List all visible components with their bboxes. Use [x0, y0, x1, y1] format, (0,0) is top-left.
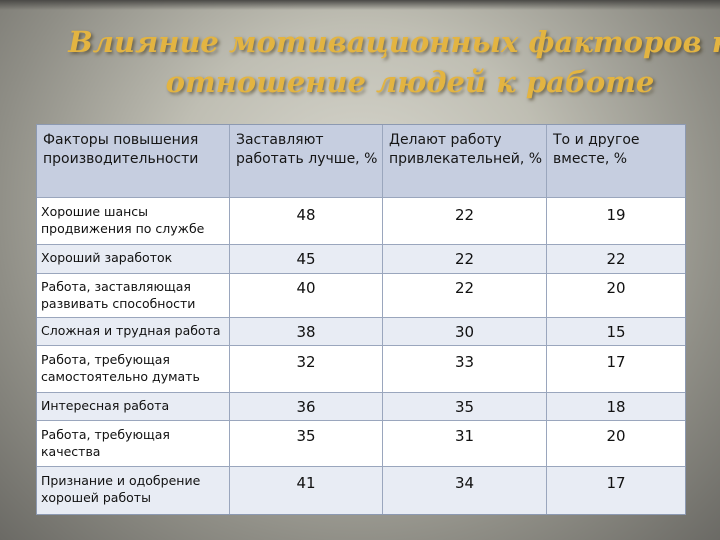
- value-cell-work-better: 45: [230, 245, 383, 274]
- value-cell-more-attractive: 22: [383, 274, 547, 318]
- value-cell-work-better: 48: [230, 198, 383, 245]
- value-cell-more-attractive: 30: [383, 318, 547, 346]
- value-cell-both: 20: [547, 421, 685, 467]
- factor-cell: Работа, требующая самостоятельно думать: [37, 346, 230, 393]
- factor-cell: Работа, заставляющая развивать способнос…: [37, 274, 230, 318]
- value-cell-both: 22: [547, 245, 685, 274]
- header-factors: Факторы повышения производительности: [37, 125, 230, 198]
- table-row: Хорошие шансы продвижения по службе 48 2…: [37, 198, 685, 245]
- value-cell-both: 20: [547, 274, 685, 318]
- value-cell-more-attractive: 22: [383, 198, 547, 245]
- factor-cell: Признание и одобрение хорошей работы: [37, 467, 230, 514]
- factor-cell: Сложная и трудная работа: [37, 318, 230, 346]
- value-cell-work-better: 35: [230, 421, 383, 467]
- value-cell-more-attractive: 33: [383, 346, 547, 393]
- table-row: Хороший заработок 45 22 22: [37, 245, 685, 274]
- value-cell-both: 17: [606, 474, 626, 492]
- slide-top-shadow: [0, 0, 720, 10]
- value-cell-work-better: 41: [230, 467, 383, 514]
- table-row: Работа, требующая качества 35 31 20: [37, 421, 685, 467]
- table-row: Признание и одобрение хорошей работы 41 …: [37, 467, 685, 514]
- factor-cell: Работа, требующая качества: [37, 421, 230, 467]
- value-cell-more-attractive: 31: [383, 421, 547, 467]
- table-header-row: Факторы повышения производительности Зас…: [37, 125, 685, 198]
- slide-title: Влияние мотивационных факторов на отноше…: [60, 22, 720, 102]
- value-cell-work-better: 40: [230, 274, 383, 318]
- header-both: То и другое вместе, %: [547, 125, 685, 198]
- table-row: Работа, заставляющая развивать способнос…: [37, 274, 685, 318]
- header-work-better: Заставляют работать лучше, %: [230, 125, 383, 198]
- value-cell-work-better: 36: [230, 393, 383, 421]
- factor-cell: Хороший заработок: [37, 245, 230, 274]
- table-row: Сложная и трудная работа 38 30 15: [37, 318, 685, 346]
- value-cell-both: 15: [547, 318, 685, 346]
- value-cell-both: 17: [547, 346, 685, 393]
- factor-cell: Хорошие шансы продвижения по службе: [37, 198, 230, 245]
- value-cell-more-attractive: 34: [383, 467, 547, 514]
- table-row: Интересная работа 36 35 18: [37, 393, 685, 421]
- slide-title-line-1: Влияние мотивационных факторов на: [68, 25, 720, 59]
- value-cell-both: 18: [547, 393, 685, 421]
- value-cell-both: 19: [547, 198, 685, 245]
- value-cell-work-better: 32: [230, 346, 383, 393]
- value-cell-work-better: 38: [230, 318, 383, 346]
- header-more-attractive: Делают работу привлекательней, %: [383, 125, 547, 198]
- value-cell-more-attractive: 22: [383, 245, 547, 274]
- motivation-factors-table: Факторы повышения производительности Зас…: [36, 124, 686, 515]
- value-cell-more-attractive: 35: [383, 393, 547, 421]
- slide-title-line-2: отношение людей к работе: [165, 65, 655, 99]
- factor-cell: Интересная работа: [37, 393, 230, 421]
- table-row: Работа, требующая самостоятельно думать …: [37, 346, 685, 393]
